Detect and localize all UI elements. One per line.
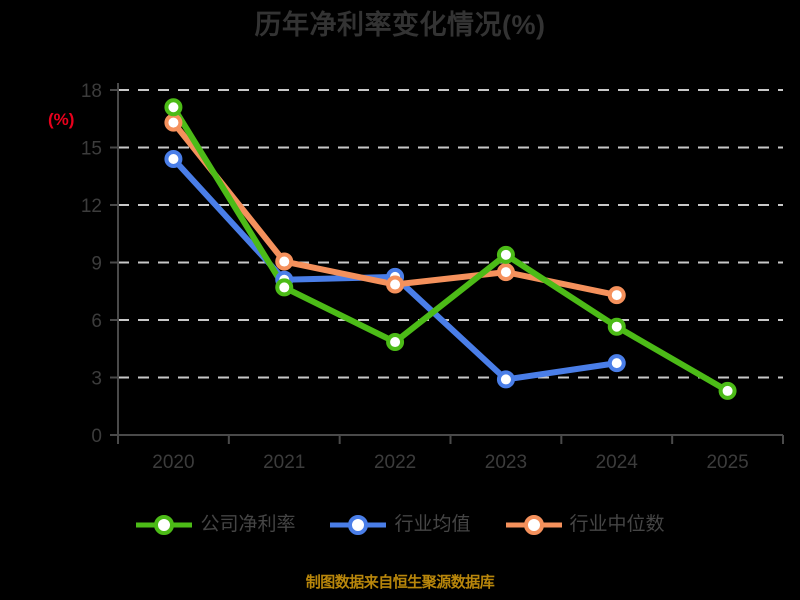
legend-label: 行业均值 <box>394 514 471 535</box>
watermark-text: 制图数据来自恒生聚源数据库 <box>305 574 495 591</box>
data-point-marker <box>718 381 737 400</box>
y-tick-label: 6 <box>91 311 102 332</box>
y-tick-labels-group: 0 3 6 9 12 15 18 <box>81 81 102 447</box>
y-tick-label: 0 <box>91 426 102 447</box>
gridlines-group <box>118 89 783 379</box>
data-point-marker <box>607 317 626 336</box>
chart-title: 历年净利率变化情况(%) <box>254 10 546 40</box>
y-tick-label: 15 <box>81 139 102 160</box>
data-point-marker <box>386 333 405 352</box>
y-axis-unit-label: (%) <box>48 110 75 129</box>
axis-lines-group <box>110 83 784 444</box>
legend-swatch-icon <box>136 515 193 535</box>
data-point-marker <box>607 286 626 305</box>
legend-swatch-icon <box>330 515 387 535</box>
data-point-marker <box>275 252 294 271</box>
x-tick-label: 2020 <box>152 452 194 473</box>
chart-legend: 公司净利率 行业均值 行业中位数 <box>0 512 800 538</box>
data-point-marker <box>386 275 405 294</box>
data-point-marker <box>164 98 183 117</box>
series-line <box>170 104 731 394</box>
plot-area: 0 3 6 9 12 15 18 2020 2021 2022 2023 2024 2025 <box>81 81 784 473</box>
data-point-marker <box>164 150 183 168</box>
legend-item-2[interactable]: 行业均值 <box>329 512 471 538</box>
x-tick-label: 2025 <box>706 452 748 473</box>
x-tick-label: 2024 <box>596 452 639 473</box>
legend-item-1[interactable]: 公司净利率 <box>135 512 295 538</box>
data-point-marker <box>164 113 183 132</box>
legend-item-3[interactable]: 行业中位数 <box>505 512 665 538</box>
series-markers-group <box>164 98 737 400</box>
x-tick-labels-group: 2020 2021 2022 2023 2024 2025 <box>152 452 748 473</box>
y-tick-label: 9 <box>91 254 102 275</box>
series-lines-group <box>170 104 731 394</box>
data-point-marker <box>496 263 515 282</box>
y-tick-label: 18 <box>81 81 102 102</box>
y-tick-label: 12 <box>81 196 102 217</box>
data-point-marker <box>496 370 515 389</box>
legend-label: 公司净利率 <box>200 514 296 535</box>
data-point-marker <box>607 354 626 373</box>
data-point-marker <box>275 278 294 297</box>
legend-swatch-icon <box>505 515 562 535</box>
data-point-marker <box>496 245 515 264</box>
x-tick-label: 2021 <box>263 452 305 473</box>
legend-label: 行业中位数 <box>569 514 665 535</box>
y-tick-label: 3 <box>91 369 102 390</box>
x-tick-label: 2023 <box>485 452 527 473</box>
x-tick-label: 2022 <box>374 452 416 473</box>
